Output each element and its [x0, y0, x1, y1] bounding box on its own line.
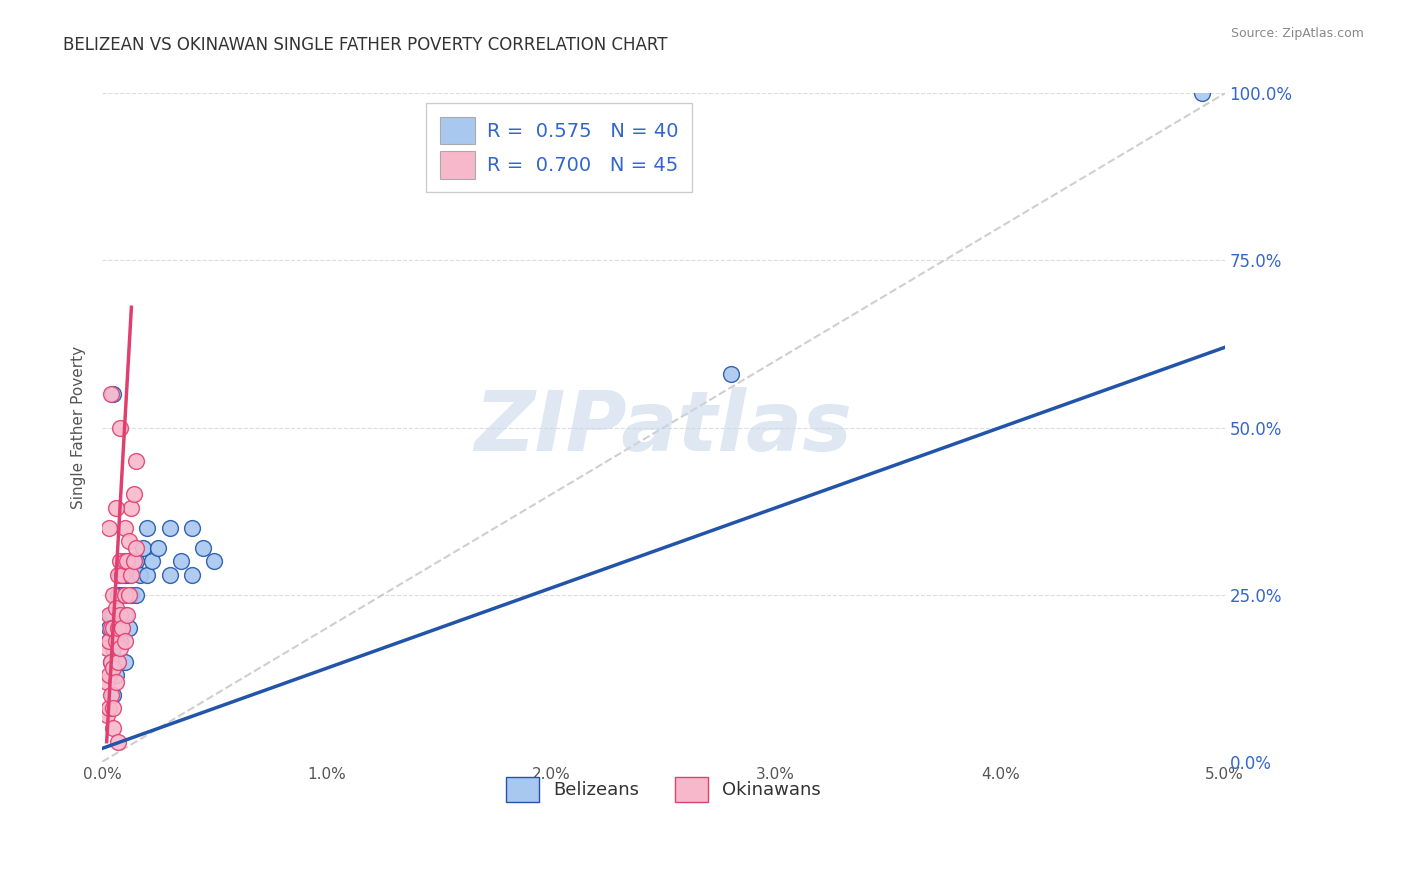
Point [114, 521, 136, 535]
Point [103, 722, 125, 736]
Text: ZIPatlas: ZIPatlas [475, 387, 852, 468]
Point [114, 567, 136, 582]
Point [108, 607, 131, 622]
Point [159, 521, 181, 535]
Point [100, 655, 122, 669]
Point [115, 607, 138, 622]
Point [125, 554, 148, 568]
Point [170, 554, 193, 568]
Point [104, 674, 127, 689]
Point [107, 655, 129, 669]
Point [107, 567, 129, 582]
Point [120, 554, 142, 568]
Text: Source: ZipAtlas.com: Source: ZipAtlas.com [1230, 27, 1364, 40]
Point [103, 621, 125, 635]
Point [108, 420, 131, 434]
Point [100, 655, 122, 669]
Point [108, 554, 131, 568]
Point [97, 521, 120, 535]
Point [118, 588, 141, 602]
Point [97, 634, 120, 648]
Point [108, 634, 131, 648]
Point [118, 567, 141, 582]
Point [114, 554, 136, 568]
Point [103, 588, 125, 602]
Point [125, 541, 148, 555]
Point [96, 708, 118, 723]
Point [107, 621, 129, 635]
Point [141, 554, 163, 568]
Point [104, 621, 127, 635]
Point [125, 454, 148, 468]
Point [118, 534, 141, 549]
Point [115, 554, 138, 568]
Point [104, 668, 127, 682]
Point [111, 567, 134, 582]
Point [111, 621, 134, 635]
Point [104, 601, 127, 615]
Point [97, 701, 120, 715]
Point [103, 701, 125, 715]
Point [111, 621, 134, 635]
Point [107, 655, 129, 669]
Text: BELIZEAN VS OKINAWAN SINGLE FATHER POVERTY CORRELATION CHART: BELIZEAN VS OKINAWAN SINGLE FATHER POVER… [63, 36, 668, 54]
Point [120, 567, 142, 582]
Point [100, 387, 122, 401]
Point [181, 567, 204, 582]
Point [118, 621, 141, 635]
Point [108, 567, 131, 582]
Point [96, 641, 118, 656]
Point [103, 607, 125, 622]
Point [120, 588, 142, 602]
Point [103, 387, 125, 401]
Point [97, 634, 120, 648]
Point [97, 668, 120, 682]
Point [136, 567, 159, 582]
Point [114, 655, 136, 669]
Point [103, 641, 125, 656]
Point [125, 588, 148, 602]
Point [104, 634, 127, 648]
Point [103, 661, 125, 675]
Point [148, 541, 170, 555]
Legend: Belizeans, Okinawans: Belizeans, Okinawans [495, 765, 832, 813]
Point [122, 487, 145, 501]
Point [97, 607, 120, 622]
Point [100, 621, 122, 635]
Point [720, 367, 742, 381]
Point [97, 621, 120, 635]
Point [107, 588, 129, 602]
Point [114, 634, 136, 648]
Point [100, 607, 122, 622]
Point [181, 521, 204, 535]
Point [107, 735, 129, 749]
Point [129, 567, 152, 582]
Point [204, 554, 226, 568]
Point [136, 521, 159, 535]
Y-axis label: Single Father Poverty: Single Father Poverty [72, 346, 86, 509]
Point [104, 500, 127, 515]
Point [103, 688, 125, 702]
Point [120, 500, 142, 515]
Point [96, 674, 118, 689]
Point [193, 541, 215, 555]
Point [111, 588, 134, 602]
Point [122, 554, 145, 568]
Point [159, 567, 181, 582]
Point [114, 607, 136, 622]
Point [1191, 87, 1213, 101]
Point [108, 641, 131, 656]
Point [131, 541, 153, 555]
Point [100, 688, 122, 702]
Point [114, 588, 136, 602]
